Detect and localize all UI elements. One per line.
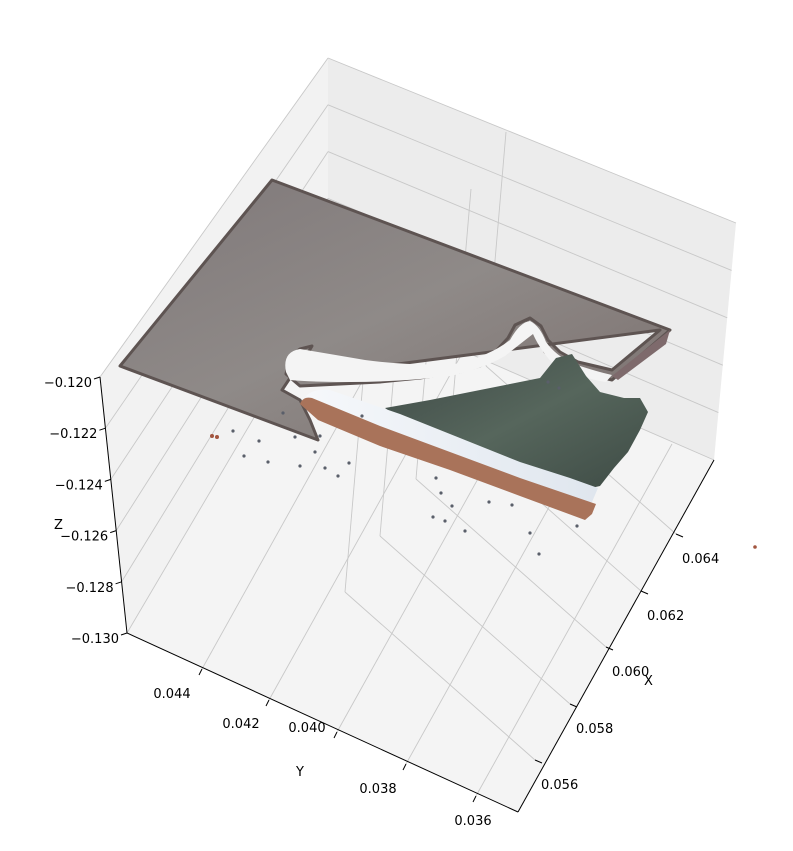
z-tick-label: −0.120 <box>44 376 92 391</box>
stray-red-points <box>210 434 757 549</box>
z-tick-mark <box>110 530 117 534</box>
z-tick-mark <box>120 632 128 636</box>
z-tick-label: −0.128 <box>65 581 113 596</box>
z-gridline-right <box>327 57 737 224</box>
z-tick-label: −0.124 <box>55 478 103 493</box>
shoe-midsole-points <box>306 389 598 502</box>
z-tick-mark <box>99 427 106 431</box>
y-axis-ticks: 0.036 0.038 0.040 0.042 0.044 <box>153 668 492 829</box>
x-gridline-floor <box>344 591 536 761</box>
z-tick-label: −0.122 <box>49 427 97 442</box>
y-tick-label: 0.042 <box>222 717 259 732</box>
y-axis-label: Y <box>295 765 304 780</box>
point-cloud <box>118 178 757 556</box>
y-tick-label: 0.038 <box>359 782 396 797</box>
x-tick-mark <box>640 590 649 595</box>
y-tick-mark <box>472 795 477 803</box>
z-gridline-right <box>327 104 732 271</box>
y-tick-label: 0.036 <box>454 814 491 829</box>
y-gridline-floor <box>475 443 673 797</box>
z-axis-label: Z <box>54 518 63 533</box>
z-tick-mark <box>115 581 122 585</box>
outlier-points <box>231 380 579 556</box>
y-tick-mark <box>198 668 203 676</box>
x-axis-line <box>517 459 715 813</box>
z-gridline-left <box>99 57 329 378</box>
y-tick-mark <box>333 731 338 739</box>
shoe-outsole-points <box>300 397 596 520</box>
z-gridline-right <box>327 151 728 319</box>
x-tick-label: 0.064 <box>682 552 719 567</box>
y-tick-label: 0.040 <box>288 721 325 736</box>
axis-lines <box>99 376 715 813</box>
z-tick-mark <box>93 376 101 380</box>
x-gridline-floor <box>379 535 571 705</box>
y-axis-line <box>126 632 519 813</box>
z-tick-label: −0.126 <box>60 530 108 545</box>
x-tick-mark <box>569 703 578 708</box>
surface-cutout <box>285 321 612 382</box>
y-tick-mark <box>402 763 407 771</box>
x-axis-label: X <box>644 674 653 689</box>
z-axis-ticks: −0.130 −0.128 −0.126 −0.124 −0.122 −0.120 <box>44 376 128 647</box>
y-tick-label: 0.044 <box>153 687 190 702</box>
x-gridline-back <box>344 357 366 593</box>
shoe-upper-points <box>385 354 648 490</box>
z-axis-line <box>99 376 128 634</box>
x-tick-mark <box>534 759 543 764</box>
z-tick-label: −0.130 <box>71 632 119 647</box>
x-tick-label: 0.060 <box>612 665 649 680</box>
x-axis-ticks: 0.056 0.058 0.060 0.062 0.064 <box>534 533 719 793</box>
x-tick-label: 0.062 <box>647 609 684 624</box>
surface-right-edge <box>612 330 670 380</box>
x-tick-mark <box>605 646 614 651</box>
x-tick-label: 0.056 <box>541 778 578 793</box>
x-tick-label: 0.058 <box>576 722 613 737</box>
y-tick-mark <box>265 699 270 707</box>
z-tick-mark <box>104 478 111 482</box>
x-tick-mark <box>675 533 684 538</box>
